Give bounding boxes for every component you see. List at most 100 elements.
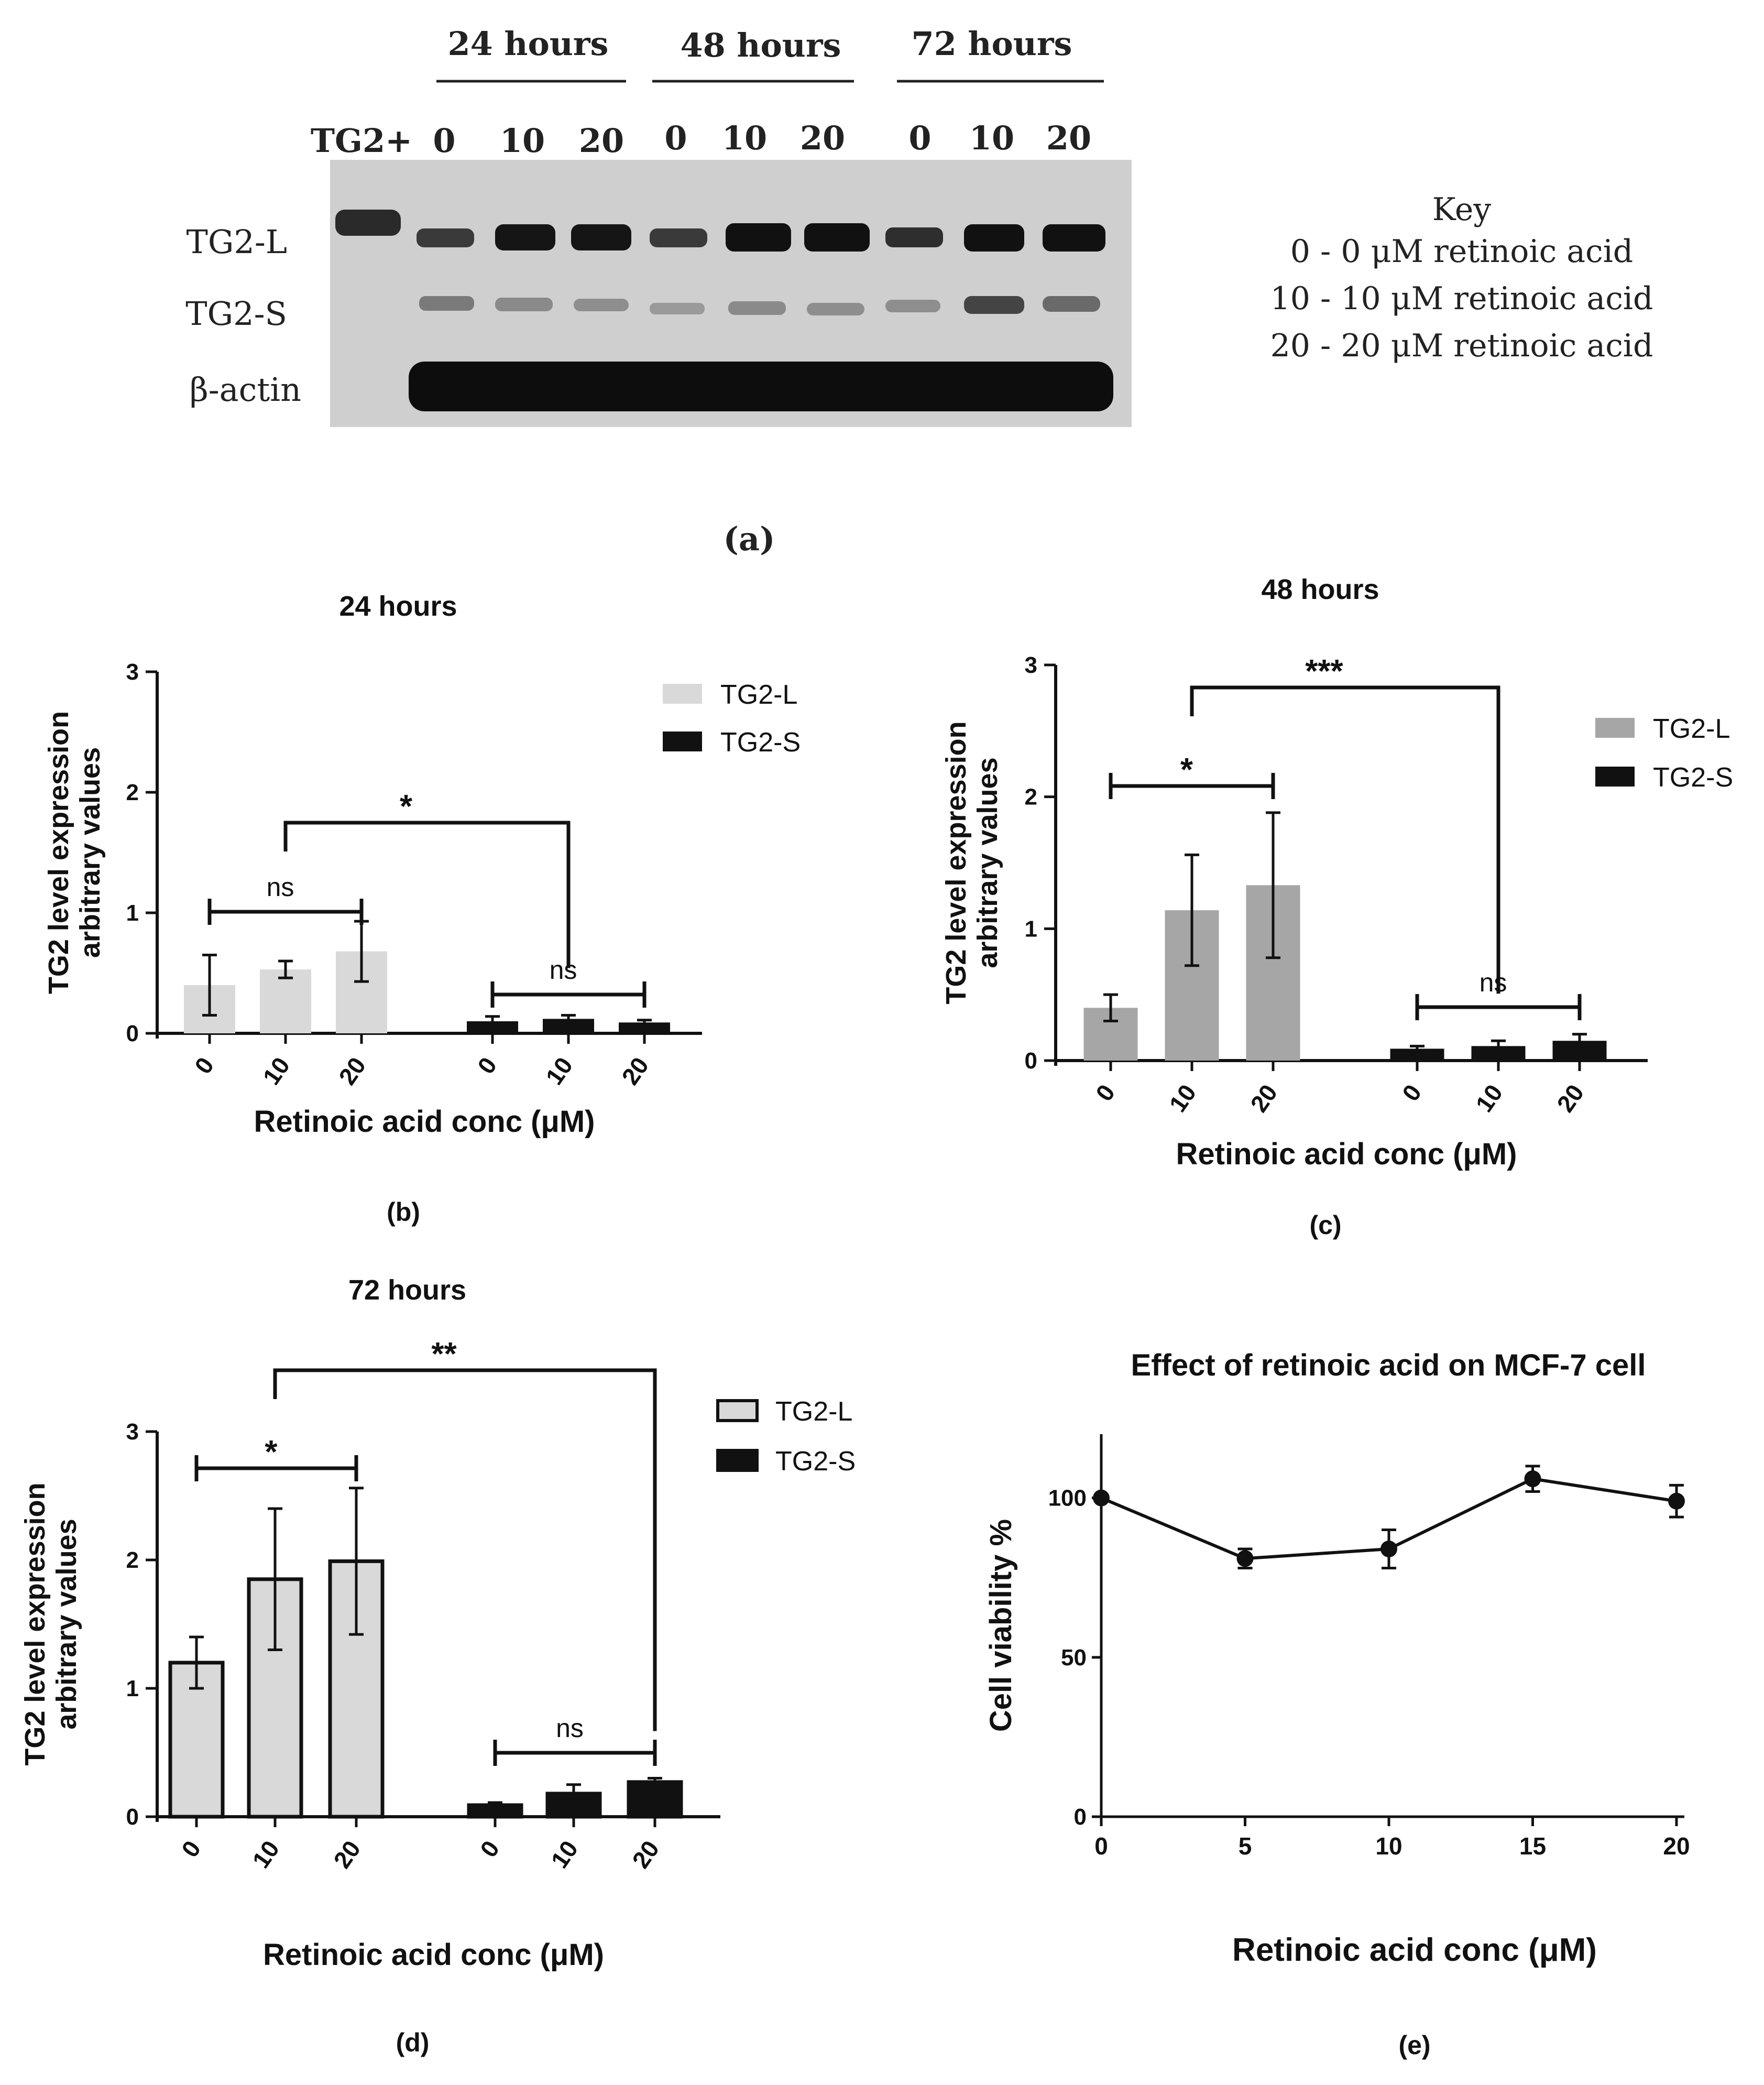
- key-line: 10 - 10 μM retinoic acid: [1270, 280, 1653, 317]
- data-point: [1524, 1470, 1541, 1488]
- y-axis-label: arbitrary values: [972, 757, 1003, 968]
- key-title: Key: [1432, 191, 1492, 228]
- y-tick-label: 2: [1025, 784, 1037, 810]
- significance-label: ns: [550, 955, 577, 985]
- bar-tg2-s: [627, 1780, 683, 1819]
- blot-bands: [335, 210, 1113, 411]
- band: [409, 362, 1113, 411]
- band: [495, 298, 553, 311]
- band-label-tg2-l: TG2-L: [187, 223, 287, 261]
- x-tick-label: 10: [540, 1052, 578, 1090]
- lane-label: 10: [969, 119, 1014, 157]
- band: [1043, 296, 1100, 312]
- y-tick-label: 1: [1025, 916, 1037, 942]
- chart-title: 24 hours: [339, 591, 457, 622]
- time-header-24h: 24 hours: [448, 25, 609, 63]
- significance-label: **: [431, 1336, 457, 1372]
- x-tick-label: 20: [1551, 1079, 1589, 1117]
- legend-label: TG2-S: [720, 727, 801, 758]
- lane-label: 10: [500, 122, 545, 160]
- band: [964, 296, 1024, 314]
- band: [728, 301, 786, 315]
- significance-label: *: [265, 1434, 278, 1470]
- y-axis-label: TG2 level expression: [43, 711, 74, 994]
- y-tick-label: 3: [126, 659, 139, 685]
- x-axis-label: Retinoic acid conc (μM): [1232, 1932, 1597, 1968]
- significance-bracket: [1109, 773, 1275, 799]
- y-tick-label: 0: [1025, 1048, 1037, 1074]
- panel-label: (c): [1309, 1210, 1341, 1240]
- y-tick-label: 3: [1025, 652, 1037, 678]
- band: [804, 223, 870, 252]
- y-tick-label: 0: [126, 1804, 139, 1830]
- legend-swatch: [663, 732, 702, 751]
- lane-label: 0: [433, 122, 455, 160]
- data-point: [1380, 1541, 1397, 1557]
- time-header-48h: 48 hours: [681, 26, 841, 64]
- significance-bracket: [194, 1455, 358, 1481]
- band: [885, 300, 940, 312]
- x-tick-label: 10: [545, 1836, 583, 1873]
- x-tick-label: 5: [1239, 1832, 1252, 1860]
- significance-bracket: [1190, 685, 1500, 994]
- legend-label: TG2-L: [720, 680, 797, 710]
- time-header-72h: 72 hours: [912, 25, 1072, 63]
- x-tick-label: 20: [616, 1052, 654, 1090]
- data-point: [1093, 1489, 1110, 1507]
- y-tick-label: 100: [1048, 1486, 1087, 1511]
- x-tick-label: 0: [1094, 1832, 1108, 1860]
- x-tick-label: 10: [257, 1052, 295, 1090]
- x-tick-label: 0: [475, 1836, 505, 1862]
- legend-label: TG2-L: [775, 1396, 852, 1427]
- lane-label: 10: [722, 119, 767, 157]
- x-tick-label: 20: [627, 1836, 664, 1873]
- significance-label: ns: [1480, 968, 1507, 997]
- x-tick-label: 20: [1663, 1832, 1690, 1860]
- x-tick-label: 0: [176, 1836, 206, 1862]
- bar-chart-24h: 24 hours 0 1 2 3 TG2 level expression arbitrar…: [43, 591, 801, 1227]
- band: [1043, 224, 1105, 252]
- y-tick-label: 1: [126, 1676, 139, 1701]
- bar-chart-72h: 72 hours 0 1 2 3 TG2 level expression arbitrar…: [19, 1274, 856, 2057]
- x-axis-label: Retinoic acid conc (μM): [263, 1938, 604, 1972]
- x-tick-label: 15: [1519, 1832, 1546, 1860]
- band: [885, 227, 943, 247]
- x-tick-label: 20: [333, 1052, 371, 1090]
- data-point: [1668, 1492, 1685, 1510]
- y-tick-label: 0: [1074, 1804, 1087, 1830]
- bar-chart-48h: 48 hours 0 1 2 3 TG2 level expression arbitrar…: [940, 574, 1733, 1240]
- legend-swatch: [716, 1399, 759, 1422]
- x-axis-label: Retinoic acid conc (μM): [1176, 1137, 1517, 1171]
- significance-bracket: [1415, 994, 1582, 1020]
- band: [495, 224, 555, 250]
- x-tick-label: 20: [1245, 1079, 1283, 1117]
- significance-bracket: [273, 1368, 657, 1731]
- band: [571, 224, 631, 250]
- panel-label-a: (a): [724, 520, 775, 558]
- x-tick-label: 0: [1397, 1079, 1427, 1106]
- band-label-tg2-s: TG2-S: [185, 294, 287, 333]
- x-tick-label: 0: [472, 1052, 502, 1079]
- lane-label: 20: [800, 119, 845, 157]
- key-line: 0 - 0 μM retinoic acid: [1290, 233, 1633, 270]
- band: [726, 223, 791, 252]
- legend-label: TG2-L: [1653, 714, 1730, 744]
- legend-swatch: [663, 684, 702, 704]
- lane-label: 20: [1046, 119, 1091, 157]
- band: [417, 228, 474, 247]
- band: [419, 296, 474, 311]
- data-point: [1236, 1550, 1254, 1567]
- lane-label: 0: [908, 119, 931, 157]
- y-tick-label: 50: [1061, 1645, 1087, 1671]
- significance-label: ns: [556, 1713, 584, 1743]
- y-tick-label: 1: [126, 900, 139, 926]
- y-tick-label: 3: [126, 1419, 139, 1445]
- panel-label: (b): [387, 1197, 420, 1227]
- chart-title: Effect of retinoic acid on MCF-7 cell: [1131, 1348, 1646, 1382]
- significance-bracket: [490, 981, 647, 1008]
- band: [574, 299, 629, 311]
- chart-title: 72 hours: [348, 1274, 466, 1306]
- bar-tg2-s: [1390, 1049, 1444, 1061]
- lane-label: TG2+: [311, 122, 412, 160]
